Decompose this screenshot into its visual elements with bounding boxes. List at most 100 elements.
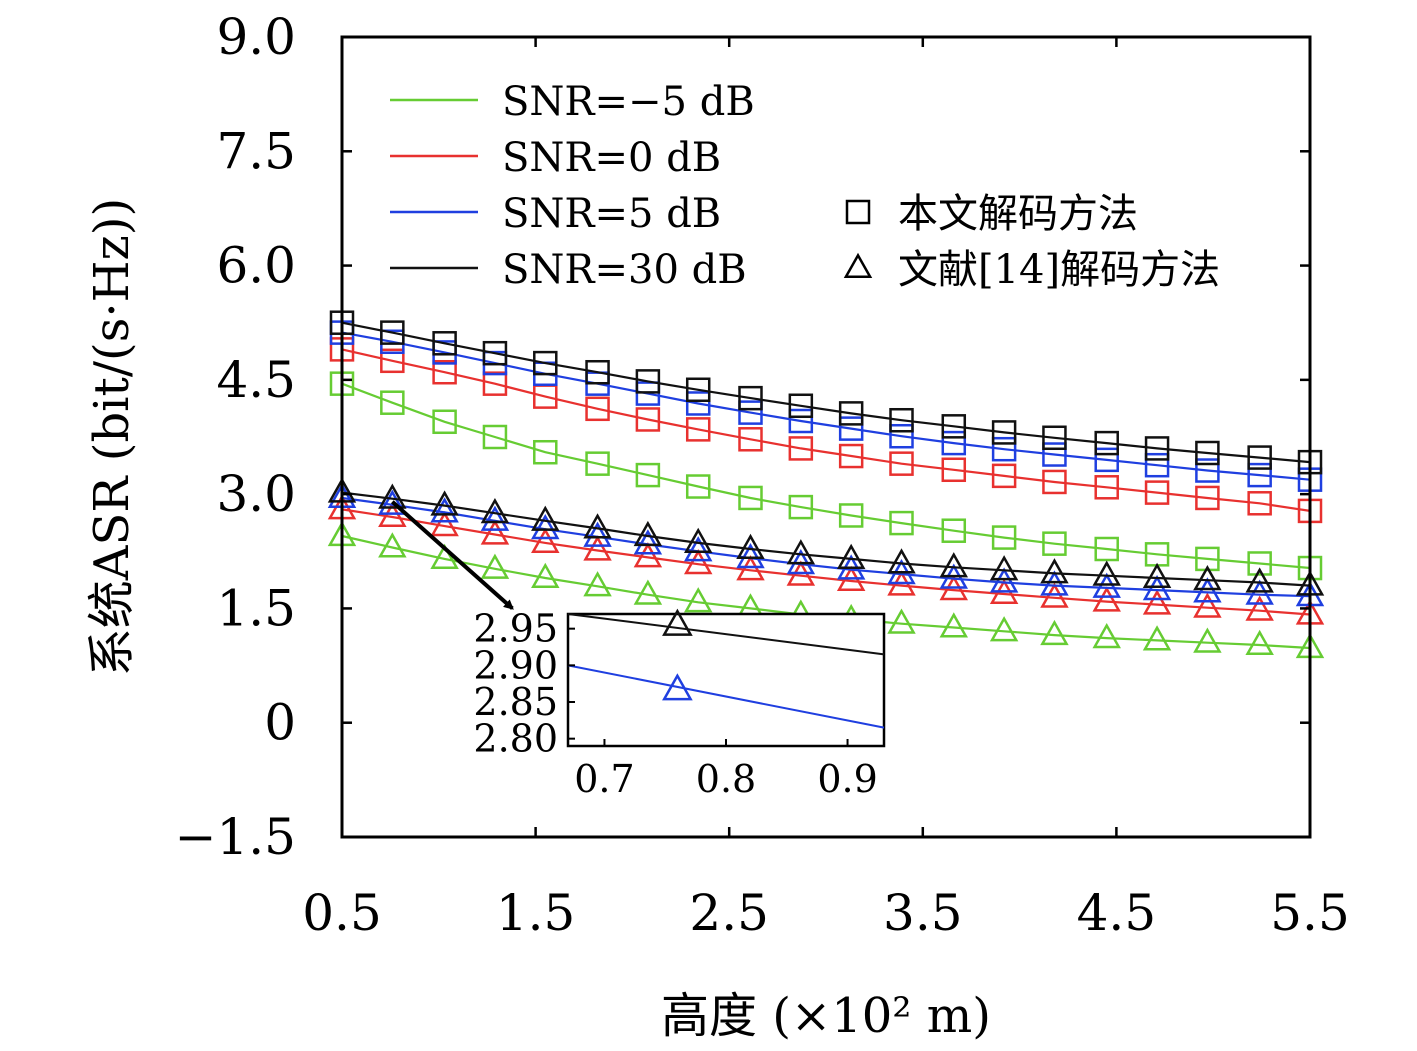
data-point-3-14	[1040, 582, 1069, 608]
inset-line-1	[567, 664, 885, 729]
data-point-3-5	[583, 535, 612, 561]
series-line-0	[341, 382, 1311, 570]
data-point-6-1	[380, 320, 405, 345]
data-point-5-8	[736, 542, 765, 569]
data-point-3-16	[1142, 589, 1172, 615]
data-point-6-11	[889, 407, 914, 433]
inset-y-tick-label: 2.85	[473, 680, 558, 724]
data-point-0-18	[1247, 551, 1272, 576]
x-tick-label: 3.5	[883, 884, 963, 942]
data-point-5-13	[989, 567, 1019, 593]
data-point-7-18	[1245, 567, 1274, 593]
data-point-3-18	[1245, 595, 1274, 621]
plot-frame	[340, 35, 1312, 839]
data-point-6-2	[432, 331, 457, 356]
series-layer	[327, 310, 1325, 659]
inset-chart: 0.7 0.8 0.9 2.802.852.902.95	[473, 607, 886, 801]
data-point-3-6	[633, 542, 663, 568]
data-point-7-1	[378, 483, 407, 509]
data-point-6-16	[1144, 436, 1170, 461]
data-point-0-12	[941, 518, 967, 543]
data-point-0-5	[585, 451, 610, 476]
data-point-5-4	[531, 513, 560, 540]
data-point-2-8	[738, 427, 763, 452]
data-point-1-6	[633, 579, 663, 605]
data-point-7-5	[583, 513, 612, 539]
data-point-5-18	[1245, 579, 1274, 605]
data-point-4-18	[1247, 462, 1272, 488]
data-point-4-11	[889, 423, 914, 449]
data-point-4-8	[738, 400, 763, 425]
data-point-0-15	[1094, 536, 1119, 562]
data-point-4-14	[1042, 442, 1067, 467]
x-tick-label: 2.5	[689, 884, 769, 942]
data-point-7-7	[683, 527, 713, 553]
data-point-2-1	[380, 348, 405, 374]
legend-line-label: SNR=0 dB	[502, 135, 721, 181]
data-point-6-18	[1247, 445, 1272, 470]
data-point-5-6	[633, 529, 663, 555]
data-point-0-2	[432, 409, 457, 435]
x-axis-label: 高度 (×10² m)	[661, 988, 991, 1044]
y-tick-label: 4.5	[216, 351, 296, 409]
data-point-2-10	[838, 443, 864, 469]
y-tick-label: 9.0	[216, 8, 296, 66]
data-point-5-1	[378, 489, 407, 515]
data-point-0-8	[738, 485, 763, 511]
data-point-7-9	[786, 539, 816, 565]
data-point-1-7	[683, 587, 713, 613]
data-point-0-4	[533, 439, 558, 465]
data-point-7-11	[887, 548, 916, 574]
data-point-4-10	[838, 416, 864, 441]
data-point-4-7	[685, 391, 711, 416]
data-point-3-2	[430, 510, 459, 537]
inset-line-0	[567, 613, 885, 656]
data-point-4-16	[1144, 452, 1170, 478]
legend-marker-label: 本文解码方法	[898, 191, 1138, 237]
inset-frame	[566, 612, 886, 748]
data-point-6-5	[585, 359, 610, 385]
data-point-1-17	[1193, 627, 1222, 653]
data-point-5-14	[1040, 570, 1069, 596]
data-point-2-12	[941, 457, 967, 483]
data-point-7-12	[939, 552, 969, 578]
data-point-6-3	[482, 340, 508, 366]
data-point-2-14	[1042, 469, 1067, 495]
y-tick-label: −1.5	[175, 808, 296, 866]
data-point-1-16	[1142, 625, 1172, 651]
data-point-2-3	[482, 371, 508, 396]
data-point-0-10	[838, 503, 864, 528]
data-point-6-13	[991, 420, 1017, 445]
data-point-0-3	[482, 424, 508, 450]
data-point-2-7	[685, 417, 711, 442]
data-point-0-1	[380, 390, 405, 415]
data-point-0-13	[991, 525, 1017, 550]
legend: SNR=−5 dB SNR=0 dB SNR=5 dB SNR=30 dB 本文解码方法…	[390, 79, 1220, 293]
series-line-4	[341, 331, 1311, 481]
zoom-arrow	[391, 500, 514, 610]
data-point-2-2	[432, 359, 457, 385]
legend-marker-swatch	[843, 252, 873, 279]
inset-y-tick-label: 2.80	[473, 717, 558, 761]
data-point-3-1	[378, 501, 407, 528]
inset-x-tick-label: 0.9	[817, 757, 877, 801]
legend-marker-label: 文献[14]解码方法	[898, 247, 1220, 293]
data-point-3-8	[736, 555, 765, 581]
data-point-2-11	[889, 451, 914, 476]
data-point-7-6	[633, 520, 663, 547]
data-point-4-17	[1195, 458, 1220, 483]
data-point-1-2	[430, 543, 459, 569]
data-point-7-15	[1092, 560, 1121, 586]
data-point-4-9	[788, 408, 814, 434]
data-point-2-9	[788, 436, 814, 461]
data-point-0-14	[1042, 531, 1067, 556]
data-point-2-5	[585, 396, 610, 422]
data-point-7-14	[1040, 558, 1069, 584]
data-point-1-4	[531, 562, 560, 589]
y-tick-label: 0	[264, 694, 296, 752]
data-point-2-16	[1144, 480, 1170, 505]
data-point-6-12	[941, 414, 967, 439]
inset-x-tick-label: 0.8	[696, 757, 756, 801]
data-point-0-11	[889, 510, 914, 536]
data-point-2-17	[1195, 485, 1220, 511]
